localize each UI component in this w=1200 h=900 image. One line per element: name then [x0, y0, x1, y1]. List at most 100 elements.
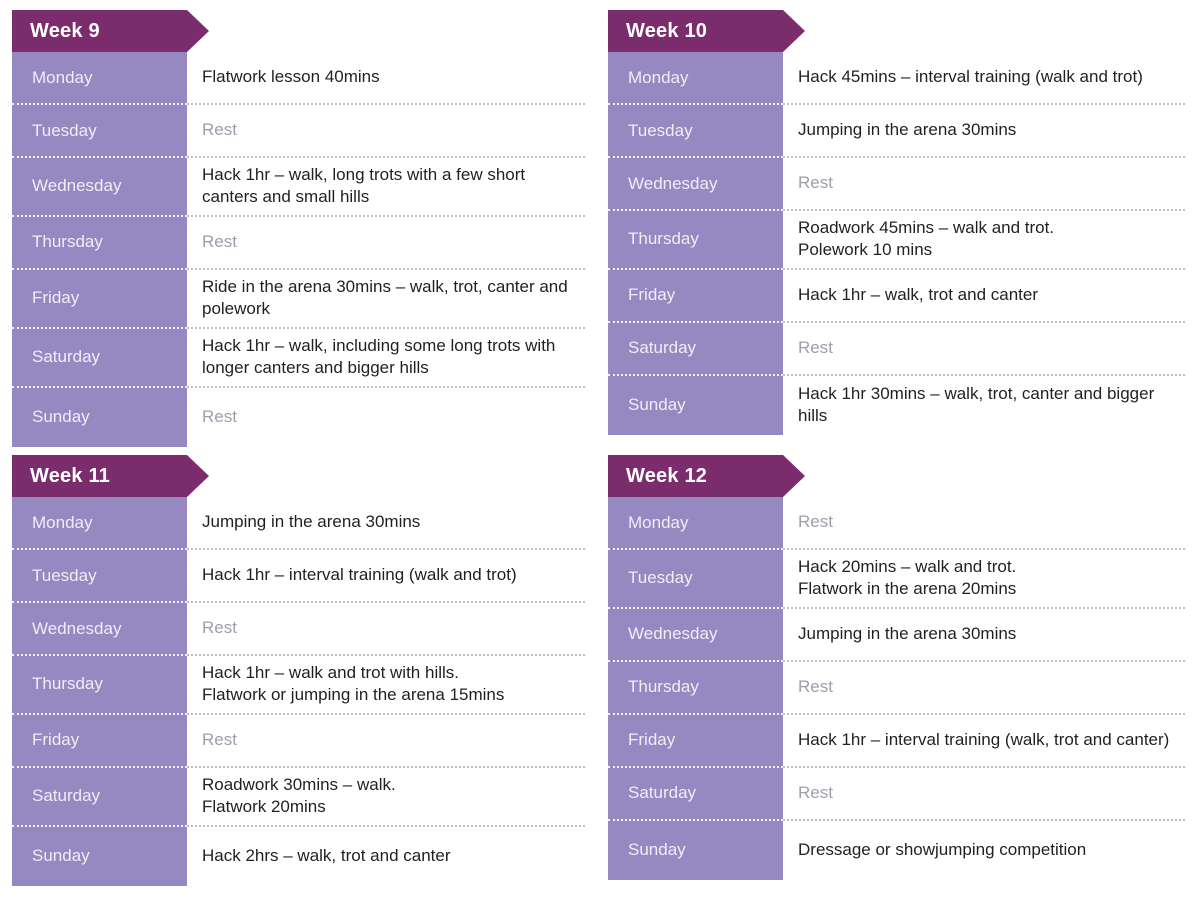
activity-cell: Hack 1hr – walk, trot and canter: [783, 270, 1185, 323]
day-label: Thursday: [32, 232, 103, 252]
activity-text: Roadwork 45mins – walk and trot. Polewor…: [798, 218, 1055, 260]
day-row: Wednesday Jumping in the arena 30mins: [608, 608, 1185, 662]
day-label: Sunday: [628, 840, 686, 860]
activity-cell: Hack 1hr – interval training (walk and t…: [187, 550, 585, 603]
day-row: Wednesday Rest: [608, 158, 1185, 211]
activity-text: Rest: [202, 232, 237, 252]
day-label: Wednesday: [32, 176, 122, 196]
activity-text: Rest: [202, 730, 237, 750]
day-label: Thursday: [628, 677, 699, 697]
day-label: Friday: [32, 288, 80, 308]
week-rows: Monday Rest Tuesday Hack 20mins – walk a…: [608, 497, 1185, 880]
day-row: Friday Hack 1hr – interval training (wal…: [608, 714, 1185, 768]
day-row: Tuesday Jumping in the arena 30mins: [608, 105, 1185, 158]
activity-text: Rest: [798, 173, 833, 193]
day-row: Thursday Roadwork 45mins – walk and trot…: [608, 211, 1185, 270]
day-row: Monday Jumping in the arena 30mins: [12, 497, 585, 550]
activity-text: Jumping in the arena 30mins: [798, 624, 1017, 644]
day-label-cell: Tuesday: [12, 105, 187, 158]
activity-cell: Jumping in the arena 30mins: [187, 497, 585, 550]
day-label: Sunday: [628, 395, 686, 415]
day-label: Saturday: [628, 338, 697, 358]
day-label: Wednesday: [32, 618, 122, 638]
activity-cell: Rest: [783, 662, 1185, 715]
activity-cell: Roadwork 30mins – walk. Flatwork 20mins: [187, 768, 585, 827]
day-label: Saturday: [32, 786, 101, 806]
activity-text: Hack 1hr – walk, including some long tro…: [202, 335, 556, 378]
day-row: Monday Rest: [608, 497, 1185, 550]
activity-text: Hack 45mins – interval training (walk an…: [798, 67, 1143, 87]
day-row: Thursday Rest: [608, 661, 1185, 715]
day-label-cell: Sunday: [12, 826, 187, 886]
activity-text: Flatwork lesson 40mins: [202, 67, 380, 87]
day-label-cell: Monday: [12, 52, 187, 105]
day-label: Wednesday: [628, 624, 718, 644]
week-panel: Week 11 Monday Jumping in the arena 30mi…: [12, 455, 585, 886]
day-label: Monday: [32, 67, 93, 87]
day-label-cell: Wednesday: [12, 158, 187, 217]
activity-text: Rest: [798, 677, 833, 697]
day-label: Tuesday: [628, 568, 693, 588]
day-label-cell: Sunday: [608, 375, 783, 435]
day-label-cell: Tuesday: [608, 105, 783, 158]
activity-cell: Jumping in the arena 30mins: [783, 609, 1185, 662]
day-label: Saturday: [628, 783, 697, 803]
activity-cell: Hack 2hrs – walk, trot and canter: [187, 827, 585, 886]
activity-cell: Rest: [783, 497, 1185, 550]
activity-text: Roadwork 30mins – walk. Flatwork 20mins: [202, 774, 396, 817]
activity-cell: Rest: [187, 603, 585, 656]
week-panel: Week 9 Monday Flatwork lesson 40mins Tue…: [12, 10, 585, 447]
day-label: Monday: [32, 512, 93, 532]
day-row: Tuesday Hack 1hr – interval training (wa…: [12, 550, 585, 603]
day-row: Sunday Hack 2hrs – walk, trot and canter: [12, 826, 585, 886]
day-label-cell: Sunday: [608, 820, 783, 880]
activity-text: Hack 1hr – interval training (walk, trot…: [798, 730, 1170, 750]
activity-text: Hack 20mins – walk and trot. Flatwork in…: [798, 557, 1017, 599]
activity-text: Rest: [202, 618, 237, 638]
day-label-cell: Tuesday: [608, 550, 783, 609]
activity-text: Rest: [202, 406, 237, 426]
activity-cell: Rest: [187, 217, 585, 270]
day-label-cell: Friday: [608, 269, 783, 323]
day-row: Friday Rest: [12, 714, 585, 768]
week-title: Week 11: [30, 464, 110, 487]
day-row: Tuesday Rest: [12, 105, 585, 158]
activity-text: Hack 1hr 30mins – walk, trot, canter and…: [798, 383, 1155, 426]
day-label: Friday: [32, 730, 80, 750]
day-row: Saturday Roadwork 30mins – walk. Flatwor…: [12, 767, 585, 827]
day-label-cell: Thursday: [608, 211, 783, 270]
week-panel: Week 12 Monday Rest Tuesday Hack 20mins …: [608, 455, 1185, 880]
day-label: Friday: [628, 285, 676, 305]
day-label: Tuesday: [32, 120, 97, 140]
day-label-cell: Thursday: [608, 661, 783, 715]
day-label-cell: Thursday: [12, 656, 187, 715]
activity-cell: Hack 1hr 30mins – walk, trot, canter and…: [783, 376, 1185, 435]
day-row: Wednesday Rest: [12, 603, 585, 656]
activity-cell: Jumping in the arena 30mins: [783, 105, 1185, 158]
day-label: Sunday: [32, 407, 90, 427]
activity-cell: Hack 1hr – walk, including some long tro…: [187, 329, 585, 388]
activity-cell: Rest: [187, 105, 585, 158]
activity-cell: Rest: [783, 158, 1185, 211]
activity-text: Rest: [798, 338, 833, 358]
week-header-ribbon: Week 11: [12, 455, 209, 497]
activity-cell: Rest: [187, 715, 585, 768]
day-label: Thursday: [628, 229, 699, 249]
activity-text: Ride in the arena 30mins – walk, trot, c…: [202, 276, 568, 319]
week-title: Week 9: [30, 19, 100, 42]
day-label: Monday: [628, 512, 689, 532]
activity-text: Rest: [798, 512, 833, 532]
day-label: Thursday: [32, 674, 103, 694]
day-label-cell: Saturday: [608, 322, 783, 376]
activity-cell: Hack 1hr – interval training (walk, trot…: [783, 715, 1185, 768]
activity-cell: Hack 45mins – interval training (walk an…: [783, 52, 1185, 105]
week-rows: Monday Hack 45mins – interval training (…: [608, 52, 1185, 435]
activity-text: Hack 2hrs – walk, trot and canter: [202, 846, 451, 866]
day-row: Friday Hack 1hr – walk, trot and canter: [608, 269, 1185, 323]
day-label-cell: Friday: [12, 269, 187, 329]
activity-cell: Rest: [187, 388, 585, 447]
day-row: Sunday Rest: [12, 387, 585, 447]
day-label-cell: Monday: [12, 497, 187, 550]
activity-cell: Hack 1hr – walk and trot with hills. Fla…: [187, 656, 585, 715]
day-row: Sunday Hack 1hr 30mins – walk, trot, can…: [608, 375, 1185, 435]
